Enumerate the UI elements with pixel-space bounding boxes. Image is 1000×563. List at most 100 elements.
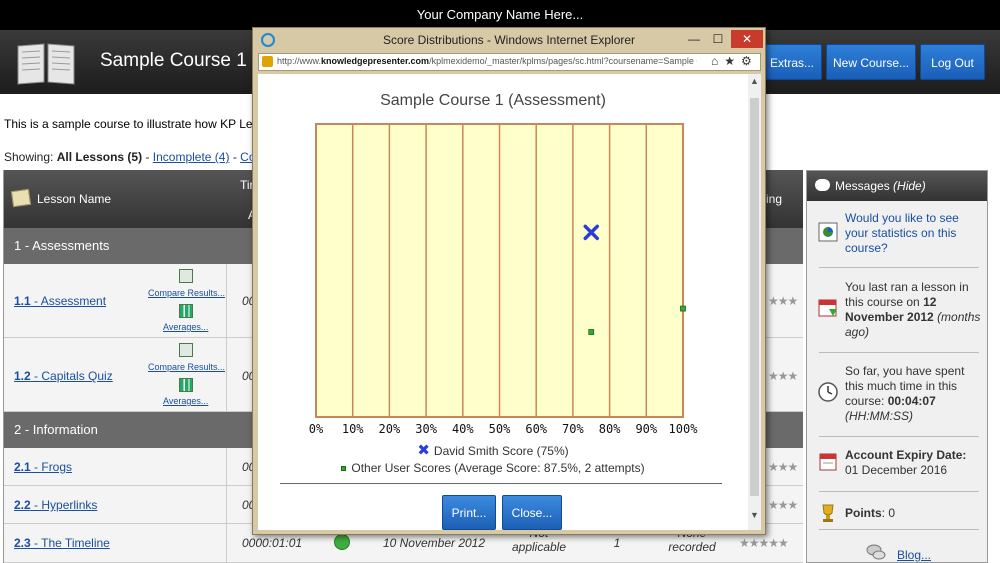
scroll-down-arrow[interactable]: ▼ — [750, 510, 759, 520]
compare-results-link[interactable]: Compare Results... — [148, 362, 226, 372]
message-divider — [819, 436, 979, 437]
x-tick-label: 40% — [452, 422, 474, 436]
points-label: Points — [845, 506, 882, 520]
statistics-icon — [818, 222, 838, 242]
averages-link[interactable]: Averages... — [163, 396, 209, 406]
close-button[interactable]: Close... — [502, 495, 562, 530]
expiry-label: Account Expiry Date: — [845, 448, 967, 462]
book-icon — [17, 43, 75, 85]
scrollbar[interactable]: ▲ ▼ — [748, 74, 761, 530]
rating-stars[interactable]: ★★★ — [768, 498, 798, 512]
header-lesson-name[interactable]: Lesson Name — [37, 192, 112, 206]
rating-stars[interactable]: ★★★ — [768, 460, 798, 474]
rating-stars[interactable]: ★★★★★ — [739, 536, 789, 550]
filter-prefix: Showing: — [4, 150, 54, 164]
averages-link[interactable]: Averages... — [163, 322, 209, 332]
data-point-user — [583, 224, 599, 241]
averages-icon[interactable] — [179, 304, 193, 318]
expiry-date: 01 December 2016 — [845, 463, 948, 477]
expiry-message: Account Expiry Date: 01 December 2016 — [845, 448, 981, 478]
averages-icon[interactable] — [179, 378, 193, 392]
browser-toolbar-icons[interactable]: ⌂★⚙ — [711, 54, 758, 68]
x-tick-label: 30% — [415, 422, 437, 436]
header-time[interactable]: Tir — [240, 178, 254, 192]
x-tick-label: 70% — [562, 422, 584, 436]
points-message: Points: 0 — [845, 506, 981, 521]
print-button[interactable]: Print... — [442, 495, 496, 530]
calendar-icon — [818, 299, 837, 317]
site-icon — [262, 56, 273, 67]
company-name-bar: Your Company Name Here... — [0, 0, 1000, 30]
last-ran-prefix: You last ran a lesson in this course on — [845, 280, 969, 309]
statistics-link[interactable]: Would you like to see your statistics on… — [845, 211, 959, 255]
address-url[interactable]: http://www.knowledgepresenter.com/kplmex… — [277, 56, 697, 66]
time-spent-prefix: So far, you have spent this much time in… — [845, 364, 965, 408]
blog-link[interactable]: Blog... — [897, 548, 932, 562]
window-title: Score Distributions - Windows Internet E… — [382, 33, 636, 47]
trophy-icon — [822, 504, 834, 522]
new-course-button[interactable]: New Course... — [826, 44, 916, 80]
logout-button[interactable]: Log Out — [920, 44, 985, 80]
square-marker-icon — [341, 466, 347, 472]
popup-divider — [280, 483, 722, 484]
messages-title: Messages — [835, 179, 890, 193]
filter-all-lessons: All Lessons (5) — [56, 150, 143, 164]
filter-incomplete-link[interactable]: Incomplete (4) — [152, 150, 230, 164]
x-tick-label: 90% — [635, 422, 657, 436]
attempts-cell: 1 — [613, 536, 621, 550]
x-marker-icon: ✖ — [417, 442, 430, 459]
lesson-filter: Showing: All Lessons (5) - Incomplete (4… — [4, 150, 266, 164]
speech-bubble-icon — [815, 179, 830, 191]
last-ran-message: You last ran a lesson in this course on … — [845, 280, 981, 340]
time-spent-value: 00:04:07 — [887, 394, 936, 408]
minimize-button[interactable]: — — [688, 32, 700, 46]
course-title: Sample Course 1 — [100, 50, 247, 71]
legend-other-scores: Other User Scores (Average Score: 87.5%,… — [258, 461, 728, 475]
message-divider — [819, 352, 979, 353]
messages-panel: Messages (Hide) Would you like to see yo… — [806, 170, 988, 563]
time-cell: 0000:01:01 — [242, 536, 303, 550]
x-tick-label: 20% — [379, 422, 401, 436]
filter-separator: - — [232, 150, 237, 164]
window-titlebar[interactable]: Score Distributions - Windows Internet E… — [253, 28, 765, 52]
address-bar[interactable]: http://www.knowledgepresenter.com/kplmex… — [258, 53, 761, 71]
lesson-link[interactable]: 1.2 - Capitals Quiz — [14, 369, 113, 383]
last-run-date: 10 November 2012 — [382, 536, 486, 550]
compare-results-icon[interactable] — [179, 343, 193, 357]
lesson-link[interactable]: 2.3 - The Timeline — [14, 536, 110, 550]
header-rating[interactable]: ing — [766, 192, 783, 206]
x-tick-label: 50% — [489, 422, 511, 436]
rating-stars[interactable]: ★★★ — [768, 294, 798, 308]
extras-button[interactable]: Extras... — [762, 44, 822, 80]
last-ran-ago: (months ago) — [845, 310, 981, 339]
lesson-notepad-icon — [10, 188, 32, 208]
cell-divider — [226, 524, 227, 563]
hide-messages-link[interactable]: (Hide) — [893, 179, 926, 193]
lesson-link[interactable]: 2.2 - Hyperlinks — [14, 498, 98, 512]
x-tick-label: 100% — [669, 422, 699, 436]
window-close-button[interactable]: ✕ — [731, 30, 763, 48]
x-tick-label: 10% — [342, 422, 364, 436]
lesson-link[interactable]: 2.1 - Frogs — [14, 460, 73, 474]
maximize-button[interactable]: ☐ — [712, 32, 724, 46]
cell-divider — [226, 338, 227, 412]
completed-icon — [334, 534, 350, 550]
lesson-link[interactable]: 1.1 - Assessment — [14, 294, 107, 308]
data-point-other — [588, 329, 595, 335]
rating-stars[interactable]: ★★★ — [768, 369, 798, 383]
scroll-up-arrow[interactable]: ▲ — [750, 76, 759, 86]
browser-logo-icon — [261, 33, 275, 47]
message-divider — [819, 491, 979, 492]
compare-results-link[interactable]: Compare Results... — [148, 288, 226, 298]
points-value: : 0 — [881, 506, 896, 520]
expiry-calendar-icon — [819, 453, 837, 471]
legend-user-score: ✖ David Smith Score (75%) — [417, 442, 569, 459]
blog-icon[interactable] — [865, 541, 887, 563]
scroll-thumb[interactable] — [750, 98, 759, 496]
compare-results-icon[interactable] — [179, 269, 193, 283]
cell-divider — [226, 486, 227, 524]
messages-header: Messages (Hide) — [807, 171, 987, 201]
x-tick-label: 0% — [309, 422, 324, 436]
data-point-other — [680, 305, 686, 312]
message-divider — [819, 267, 979, 268]
